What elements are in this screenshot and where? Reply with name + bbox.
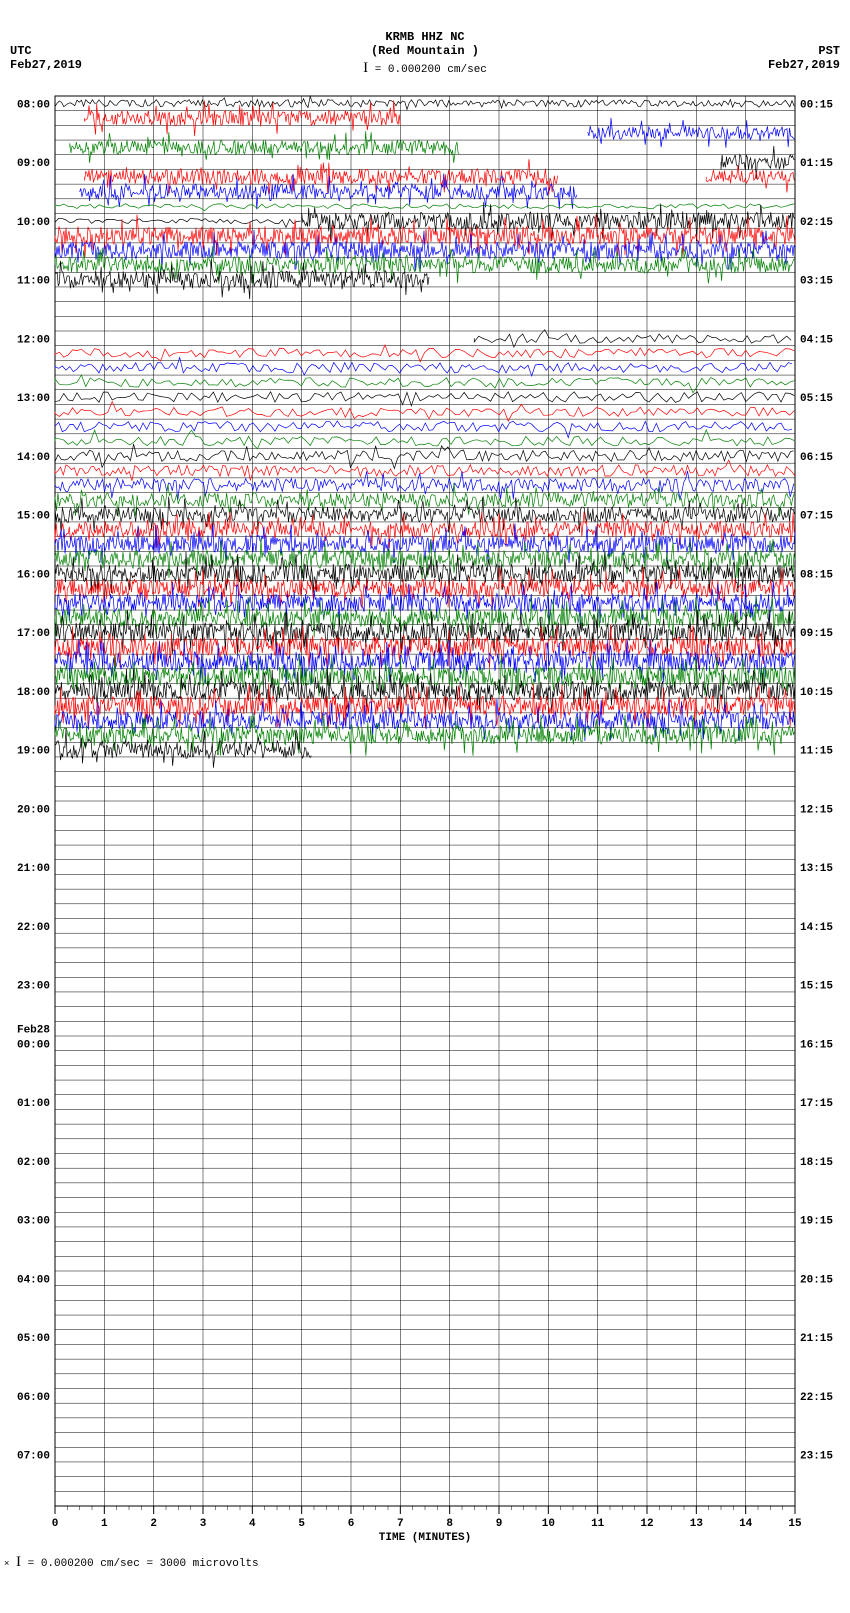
footer-scale: × I = 0.000200 cm/sec = 3000 microvolts [0,1548,850,1571]
svg-text:7: 7 [397,1518,404,1530]
svg-text:2: 2 [150,1518,157,1530]
station-code: KRMB HHZ NC [0,30,850,44]
svg-text:Feb28: Feb28 [17,1025,50,1037]
svg-text:22:15: 22:15 [800,1392,833,1404]
svg-text:11:15: 11:15 [800,746,833,758]
svg-text:13:15: 13:15 [800,863,833,875]
seismogram-svg: 0123456789101112131415TIME (MINUTES)08:0… [0,88,850,1548]
svg-text:03:15: 03:15 [800,276,833,288]
svg-text:12: 12 [640,1518,653,1530]
svg-text:01:00: 01:00 [17,1098,50,1110]
svg-text:18:15: 18:15 [800,1157,833,1169]
svg-text:19:00: 19:00 [17,746,50,758]
svg-text:08:00: 08:00 [17,99,50,111]
svg-text:16:15: 16:15 [800,1039,833,1051]
svg-text:04:15: 04:15 [800,334,833,346]
svg-text:00:00: 00:00 [17,1039,50,1051]
svg-text:6: 6 [348,1518,355,1530]
svg-text:19:15: 19:15 [800,1216,833,1228]
svg-text:07:15: 07:15 [800,511,833,523]
svg-text:00:15: 00:15 [800,99,833,111]
pst-date: Feb27,2019 [768,58,840,72]
svg-text:1: 1 [101,1518,108,1530]
scale-legend: I = 0.000200 cm/sec [0,60,850,77]
svg-text:14:00: 14:00 [17,452,50,464]
svg-text:10:15: 10:15 [800,687,833,699]
svg-text:12:00: 12:00 [17,334,50,346]
svg-text:13:00: 13:00 [17,393,50,405]
svg-text:17:00: 17:00 [17,628,50,640]
svg-text:23:15: 23:15 [800,1451,833,1463]
svg-text:9: 9 [496,1518,503,1530]
svg-text:18:00: 18:00 [17,687,50,699]
svg-text:11:00: 11:00 [17,276,50,288]
svg-text:02:00: 02:00 [17,1157,50,1169]
svg-text:03:00: 03:00 [17,1216,50,1228]
svg-text:15: 15 [788,1518,802,1530]
svg-text:08:15: 08:15 [800,569,833,581]
svg-text:05:15: 05:15 [800,393,833,405]
svg-text:06:15: 06:15 [800,452,833,464]
svg-text:12:15: 12:15 [800,804,833,816]
svg-text:5: 5 [298,1518,305,1530]
utc-date: Feb27,2019 [10,58,82,72]
station-location: (Red Mountain ) [0,44,850,58]
svg-text:07:00: 07:00 [17,1451,50,1463]
svg-text:23:00: 23:00 [17,981,50,993]
svg-text:09:15: 09:15 [800,628,833,640]
svg-text:20:15: 20:15 [800,1274,833,1286]
svg-text:09:00: 09:00 [17,158,50,170]
svg-text:22:00: 22:00 [17,922,50,934]
utc-label: UTC [10,44,32,58]
svg-text:10: 10 [542,1518,555,1530]
svg-text:05:00: 05:00 [17,1333,50,1345]
chart-header: KRMB HHZ NC (Red Mountain ) I = 0.000200… [0,0,850,78]
svg-text:21:00: 21:00 [17,863,50,875]
svg-text:06:00: 06:00 [17,1392,50,1404]
svg-text:4: 4 [249,1518,256,1530]
svg-text:13: 13 [690,1518,704,1530]
svg-text:TIME (MINUTES): TIME (MINUTES) [379,1532,471,1544]
svg-text:17:15: 17:15 [800,1098,833,1110]
svg-text:21:15: 21:15 [800,1333,833,1345]
pst-label: PST [818,44,840,58]
svg-text:14:15: 14:15 [800,922,833,934]
svg-text:02:15: 02:15 [800,217,833,229]
svg-text:01:15: 01:15 [800,158,833,170]
svg-text:11: 11 [591,1518,605,1530]
svg-text:14: 14 [739,1518,753,1530]
svg-text:8: 8 [446,1518,453,1530]
svg-text:15:00: 15:00 [17,511,50,523]
svg-text:16:00: 16:00 [17,569,50,581]
svg-text:20:00: 20:00 [17,804,50,816]
svg-text:10:00: 10:00 [17,217,50,229]
seismogram-plot: 0123456789101112131415TIME (MINUTES)08:0… [0,88,850,1548]
svg-text:3: 3 [200,1518,207,1530]
svg-text:0: 0 [52,1518,59,1530]
svg-text:15:15: 15:15 [800,981,833,993]
svg-text:04:00: 04:00 [17,1274,50,1286]
